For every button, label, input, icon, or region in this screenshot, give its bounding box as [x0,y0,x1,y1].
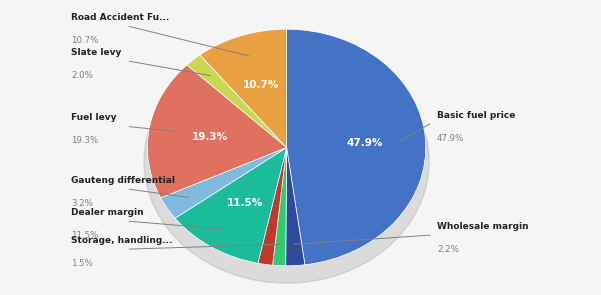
Text: 10.7%: 10.7% [243,80,279,90]
Text: Basic fuel price: Basic fuel price [437,111,515,120]
Text: 11.5%: 11.5% [227,198,263,208]
Text: Storage, handling...: Storage, handling... [71,236,172,245]
Text: 47.9%: 47.9% [346,138,382,148]
Text: Dealer margin: Dealer margin [71,208,144,217]
Wedge shape [200,29,287,148]
Wedge shape [285,148,305,266]
Text: 19.3%: 19.3% [71,136,98,145]
Wedge shape [258,148,287,265]
Text: 47.9%: 47.9% [437,134,464,142]
Wedge shape [147,65,287,198]
Text: Fuel levy: Fuel levy [71,114,117,122]
Wedge shape [175,148,287,263]
Text: 19.3%: 19.3% [192,132,228,142]
Wedge shape [273,148,287,266]
Text: Gauteng differential: Gauteng differential [71,176,175,185]
Ellipse shape [144,40,429,283]
Text: 11.5%: 11.5% [71,231,99,240]
Text: 10.7%: 10.7% [71,36,99,45]
Text: 3.2%: 3.2% [71,199,93,208]
Text: 2.2%: 2.2% [437,245,459,254]
Wedge shape [287,29,426,265]
Text: 2.0%: 2.0% [71,71,93,80]
Wedge shape [187,55,287,148]
Text: Road Accident Fu...: Road Accident Fu... [71,13,169,22]
Text: Wholesale margin: Wholesale margin [437,222,528,231]
Text: Slate levy: Slate levy [71,48,121,57]
Wedge shape [160,148,287,218]
Text: 1.5%: 1.5% [71,259,93,268]
